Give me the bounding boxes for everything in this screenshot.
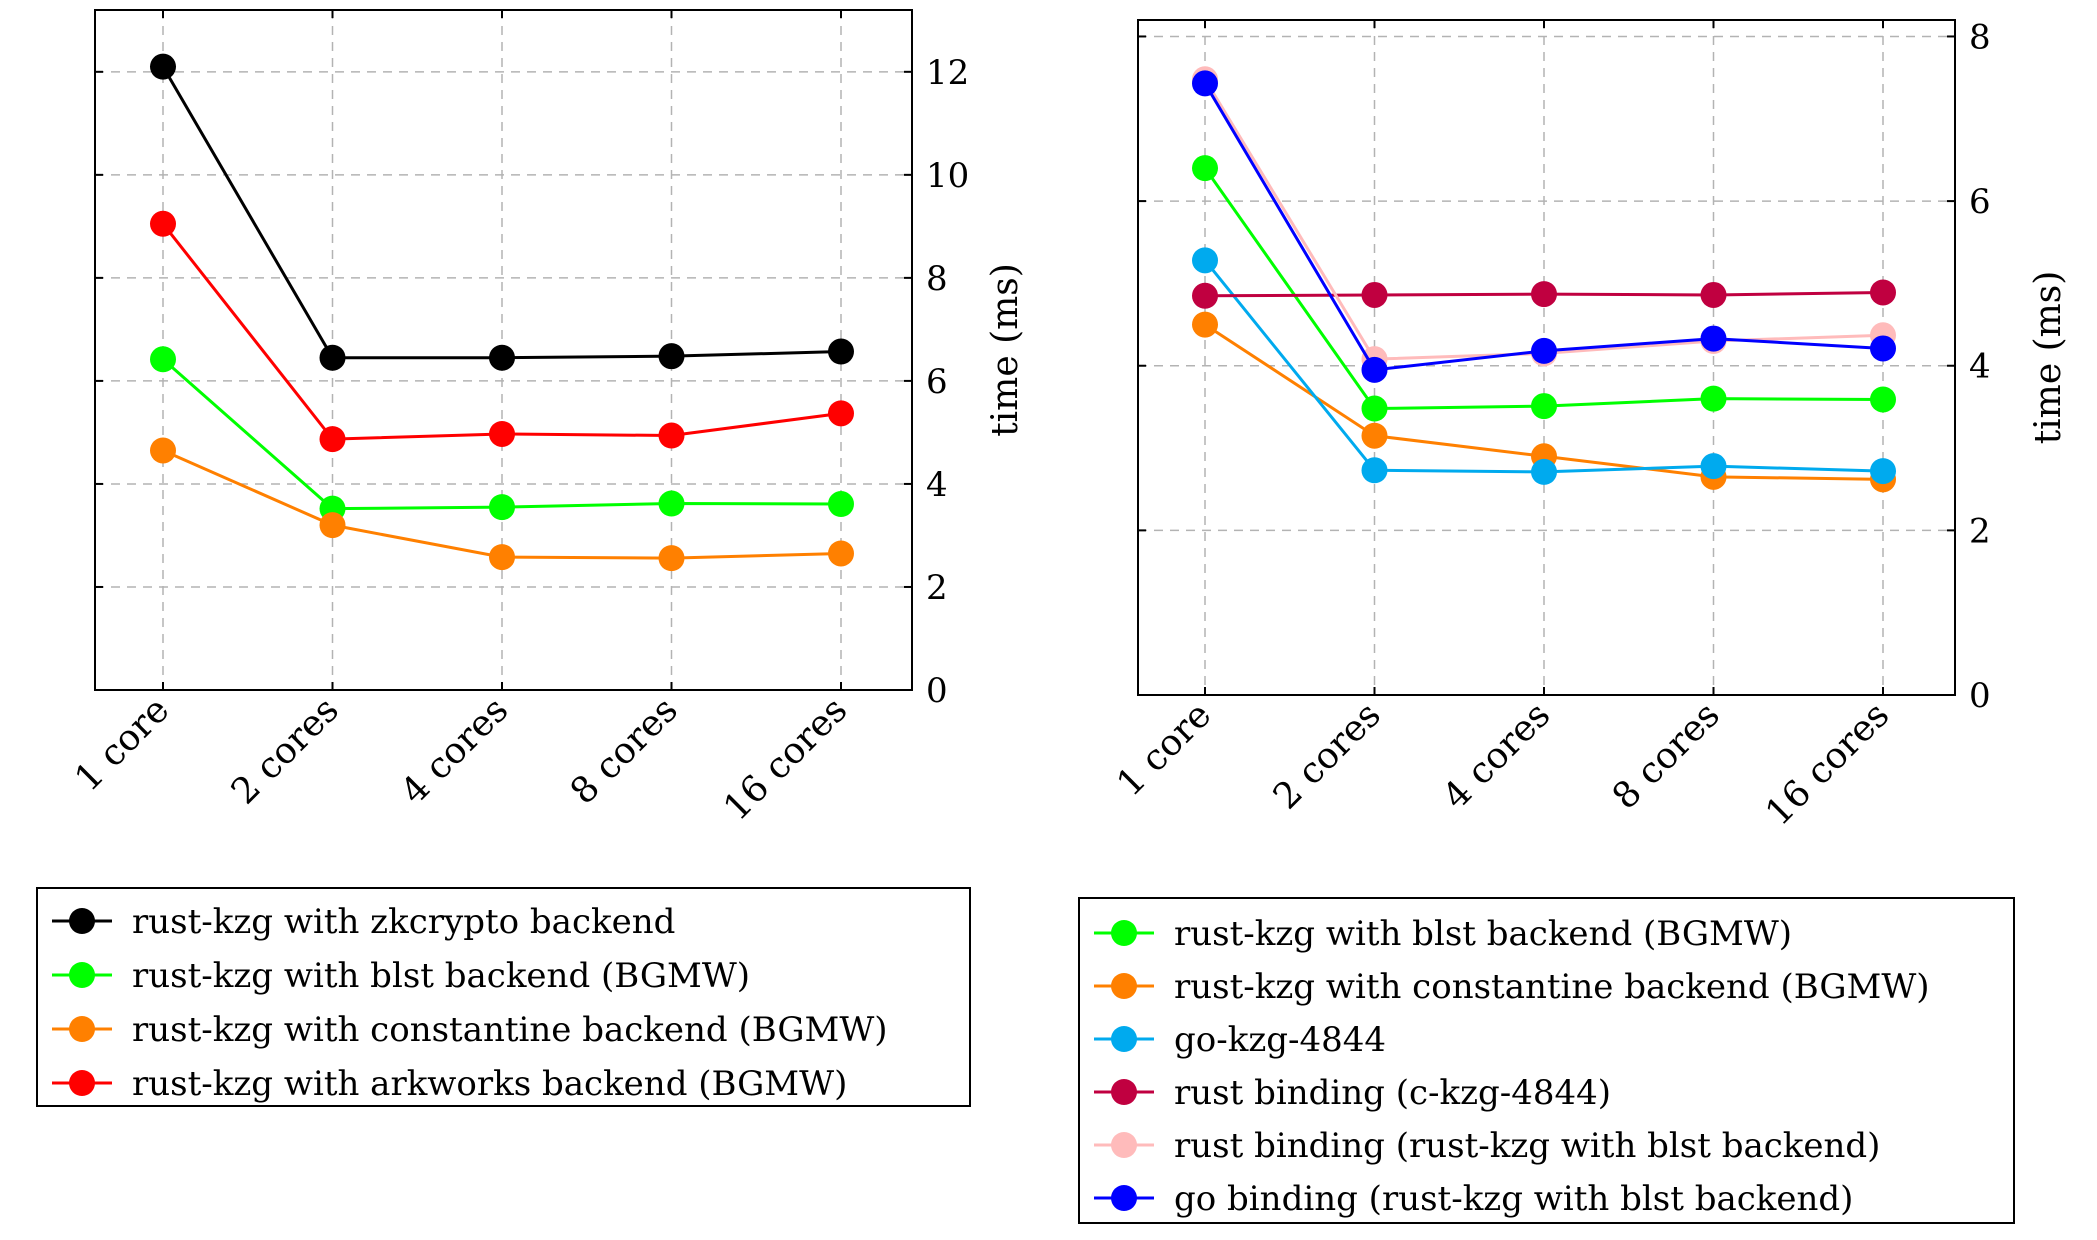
y-tick-label: 4 <box>1969 347 1991 387</box>
y-tick-label: 8 <box>1969 17 1991 57</box>
data-point <box>1700 325 1727 352</box>
data-point <box>828 400 854 427</box>
legend-label: rust-kzg with blst backend (BGMW) <box>132 956 750 996</box>
y-tick-label: 4 <box>926 465 948 505</box>
x-tick-label: 2 cores <box>1266 694 1389 817</box>
legend-label: rust-kzg with constantine backend (BGMW) <box>1174 967 1930 1007</box>
data-point <box>1192 70 1218 97</box>
data-point <box>1531 337 1557 364</box>
data-point <box>658 343 685 370</box>
y-tick-label: 12 <box>926 53 969 93</box>
legend-marker <box>69 1016 95 1042</box>
data-point <box>1361 281 1388 308</box>
legend-label: rust-kzg with zkcrypto backend <box>132 902 675 942</box>
y-tick-label: 8 <box>926 259 948 299</box>
chart-left: 0 2 4 6 8 10 12 time (ms) 1 core 2 cores 4 cores 8 … <box>67 9 1026 829</box>
data-point <box>1700 385 1727 412</box>
legend-marker <box>69 962 95 988</box>
data-point <box>489 344 515 371</box>
data-point <box>828 491 854 518</box>
y-tick-label: 0 <box>926 671 948 711</box>
legend-marker <box>1111 920 1137 946</box>
data-point <box>319 426 346 453</box>
y-axis-label: time (ms) <box>985 263 1026 437</box>
y-tick-label: 10 <box>926 156 969 196</box>
legend-marker <box>1111 1079 1137 1105</box>
legend-label: go-kzg-4844 <box>1174 1020 1386 1060</box>
y-tick-label: 0 <box>1969 676 1991 716</box>
data-point <box>1361 457 1388 484</box>
data-point <box>1192 247 1218 274</box>
legend-label: go binding (rust-kzg with blst backend) <box>1174 1179 1853 1219</box>
data-point <box>1361 422 1388 449</box>
data-point <box>1870 279 1896 306</box>
data-point <box>1192 282 1218 309</box>
x-tick-label: 4 cores <box>393 689 516 812</box>
data-point <box>658 422 685 449</box>
data-point <box>1531 281 1557 308</box>
y-tick-label: 2 <box>926 568 948 608</box>
legend-marker <box>69 1070 95 1096</box>
legend-left: rust-kzg with zkcrypto backend rust-kzg w… <box>36 887 971 1107</box>
legend-marker <box>1111 1185 1137 1211</box>
x-tick-label: 8 cores <box>563 689 686 812</box>
plot-frame <box>94 9 913 691</box>
x-tick-label: 1 core <box>1109 694 1219 804</box>
data-point <box>1700 453 1727 480</box>
data-point <box>828 338 854 365</box>
data-point <box>1870 458 1896 485</box>
x-tick-label: 2 cores <box>224 689 347 812</box>
data-point <box>1192 311 1218 338</box>
legend-label: rust binding (c-kzg-4844) <box>1174 1073 1611 1113</box>
data-point <box>150 53 176 80</box>
y-axis-label: time (ms) <box>2028 271 2069 445</box>
chart-right: 0 2 4 6 8 time (ms) 1 core 2 cores 4 cores 8 core… <box>1109 17 2069 833</box>
data-point <box>150 346 176 373</box>
plot-frame <box>1137 19 1956 696</box>
y-tick-label: 2 <box>1969 511 1991 551</box>
legend-marker <box>1111 973 1137 999</box>
data-point <box>1700 281 1727 308</box>
data-point <box>1192 155 1218 182</box>
legend-label: rust-kzg with arkworks backend (BGMW) <box>132 1064 847 1104</box>
x-tick-label: 1 core <box>67 689 177 799</box>
data-point <box>658 490 685 517</box>
data-point <box>1870 386 1896 413</box>
data-point <box>1361 395 1388 422</box>
data-point <box>489 494 515 521</box>
data-point <box>319 512 346 539</box>
data-point <box>319 344 346 371</box>
y-tick-label: 6 <box>926 362 948 402</box>
legend-box <box>36 887 971 1107</box>
legend-box <box>1078 897 2015 1224</box>
legend-marker <box>1111 1026 1137 1052</box>
y-tick-label: 6 <box>1969 182 1991 222</box>
x-tick-label: 16 cores <box>1758 694 1897 833</box>
data-point <box>828 540 854 567</box>
data-point <box>150 210 176 237</box>
x-tick-label: 16 cores <box>716 689 855 828</box>
legend-marker <box>69 908 95 934</box>
data-point <box>1531 458 1557 485</box>
legend-label: rust binding (rust-kzg with blst backend… <box>1174 1126 1880 1166</box>
data-point <box>1531 393 1557 420</box>
legend-marker <box>1111 1132 1137 1158</box>
legend-label: rust-kzg with blst backend (BGMW) <box>1174 914 1792 954</box>
data-point <box>489 544 515 571</box>
x-tick-label: 8 cores <box>1605 694 1728 817</box>
data-point <box>658 545 685 572</box>
data-point <box>1361 356 1388 383</box>
data-point <box>1870 335 1896 362</box>
x-tick-label: 4 cores <box>1435 694 1558 817</box>
data-point <box>150 437 176 464</box>
legend-right: rust-kzg with blst backend (BGMW) rust-kz… <box>1078 897 2015 1224</box>
data-point <box>489 420 515 447</box>
legend-label: rust-kzg with constantine backend (BGMW) <box>132 1010 888 1050</box>
